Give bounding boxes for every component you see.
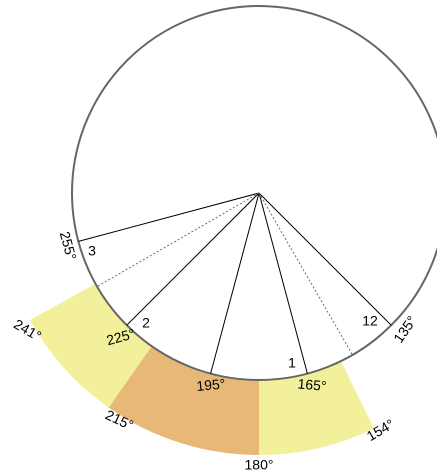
- sector-yellow: [29, 283, 152, 408]
- radial-line: [210, 192, 260, 374]
- radial-line: [258, 192, 308, 374]
- radial-number: 12: [362, 313, 378, 329]
- radial-number: 2: [142, 315, 150, 331]
- dotted-line: [96, 192, 260, 287]
- sector-label: 180°: [245, 457, 274, 473]
- angle-label: 135°: [390, 313, 420, 346]
- radial-number: 1: [288, 355, 296, 371]
- sector-yellow: [259, 361, 374, 455]
- angle-label: 255°: [57, 230, 80, 262]
- dotted-line: [258, 192, 353, 356]
- radial-number: 3: [88, 243, 96, 259]
- sector-orange: [108, 346, 259, 455]
- radial-line: [78, 192, 260, 242]
- radial-line: [258, 192, 392, 326]
- angle-label: 225°: [105, 325, 137, 348]
- angle-label: 165°: [297, 375, 327, 393]
- angle-label: 195°: [196, 375, 226, 393]
- radial-line: [126, 192, 260, 326]
- circle: [71, 5, 437, 381]
